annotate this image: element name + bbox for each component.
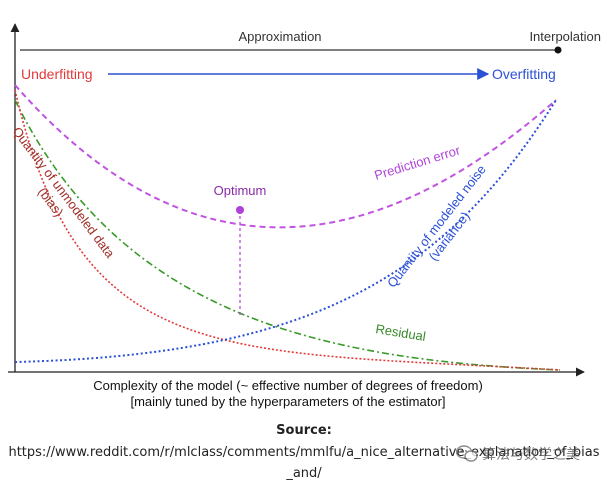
x-axis-label-line1: Complexity of the model (~ effective num… [93, 378, 483, 393]
wechat-icon [456, 445, 478, 462]
prediction-error-curve [14, 84, 557, 229]
watermark-text: 算法与数学之美 [482, 447, 580, 463]
optimum-label: Optimum [214, 183, 267, 198]
bias-label-line1: Quantity of unmodeled data [10, 124, 119, 261]
interpolation-label: Interpolation [529, 29, 601, 44]
underfitting-label: Underfitting [21, 66, 93, 82]
source-label: Source: [276, 423, 332, 438]
variance-label: Quantity of modeled noise (variance) [384, 162, 489, 290]
residual-label: Residual [375, 321, 427, 344]
overfitting-label: Overfitting [492, 66, 556, 82]
variance-curve [14, 99, 557, 363]
residual-curve [14, 99, 561, 371]
interpolation-dot [554, 46, 562, 54]
variance-label-line1: Quantity of modeled noise [384, 162, 489, 290]
approximation-label: Approximation [238, 29, 321, 44]
bias-variance-diagram: Approximation Interpolation Underfitting… [8, 23, 601, 409]
source-caption: Source: https://www.reddit.com/r/mlclass… [0, 420, 608, 484]
bias-label: Quantity of unmodeled data (bias) [10, 124, 119, 261]
optimum-point [236, 206, 244, 214]
watermark: 算法与数学之美 [456, 444, 580, 464]
prediction-error-label: Prediction error [372, 142, 462, 183]
source-url[interactable]: https://www.reddit.com/r/mlclass/comment… [8, 445, 600, 481]
bias-curve [14, 89, 561, 371]
x-axis-label-line2: [mainly tuned by the hyperparameters of … [130, 394, 445, 409]
